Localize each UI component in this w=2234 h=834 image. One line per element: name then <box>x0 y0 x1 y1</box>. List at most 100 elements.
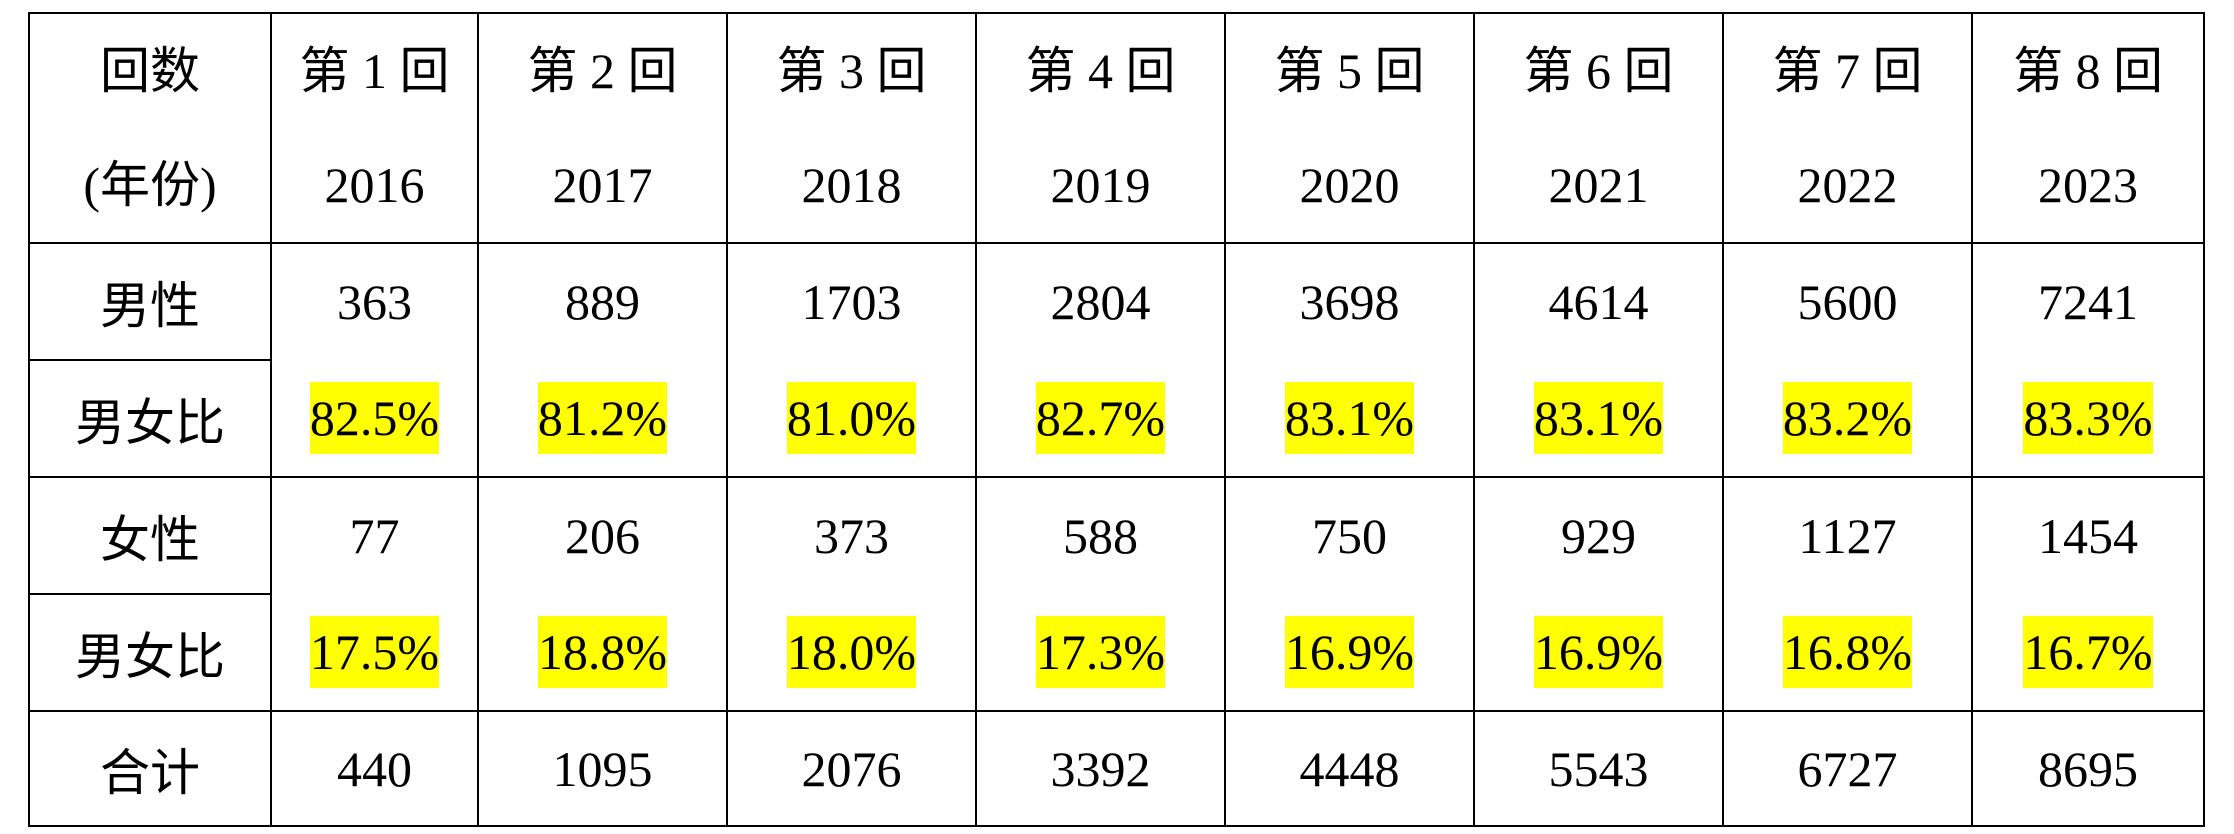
data-cell: 588 17.3% <box>975 476 1226 712</box>
year-label: 2021 <box>1548 157 1649 213</box>
round-label: 第 8 回 <box>2013 43 2163 99</box>
ratio-wrap: 82.5% <box>272 360 477 476</box>
round-label: 第 6 回 <box>1523 43 1674 99</box>
ratio-wrap: 16.8% <box>1724 594 1971 710</box>
total-value: 3392 <box>1050 740 1151 797</box>
data-cell: 3698 83.1% <box>1224 242 1475 478</box>
ratio: 18.8% <box>537 616 668 688</box>
row-label: 男性 <box>28 242 272 361</box>
count: 206 <box>565 508 640 564</box>
data-cell: 2076 <box>726 710 977 827</box>
round-label: 第 3 回 <box>776 43 927 99</box>
data-cell: 440 <box>270 710 479 827</box>
ratio-wrap: 17.3% <box>977 594 1224 710</box>
ratio: 17.3% <box>1035 616 1166 688</box>
ratio-wrap: 18.0% <box>728 594 975 710</box>
row-label: 合计 <box>28 710 272 827</box>
ratio: 16.7% <box>2023 616 2153 688</box>
ratio-wrap: 83.2% <box>1724 360 1971 476</box>
ratio: 18.0% <box>786 616 917 688</box>
total-value: 8695 <box>2038 740 2138 797</box>
data-cell: 929 16.9% <box>1473 476 1724 712</box>
header-cell: 第 3 回 2018 <box>726 12 977 244</box>
row-label: 女性 <box>28 476 272 595</box>
ratio-wrap: 16.7% <box>1973 594 2203 710</box>
total-value: 5543 <box>1548 740 1649 797</box>
header-cell: 第 2 回 2017 <box>477 12 728 244</box>
ratio: 83.1% <box>1284 382 1415 454</box>
row-label-text: 男女比 <box>75 628 225 685</box>
data-cell: 6727 <box>1722 710 1973 827</box>
data-cell: 2804 82.7% <box>975 242 1226 478</box>
data-cell: 206 18.8% <box>477 476 728 712</box>
data-cell: 1127 16.8% <box>1722 476 1973 712</box>
ratio-wrap: 83.1% <box>1226 360 1473 476</box>
header-cell: 第 7 回 2022 <box>1722 12 1973 244</box>
count: 363 <box>337 274 412 330</box>
year-label: 2022 <box>1797 157 1898 213</box>
ratio-wrap: 18.8% <box>479 594 726 710</box>
count: 929 <box>1561 508 1636 564</box>
header-cell: 第 1 回 2016 <box>270 12 479 244</box>
ratio: 81.2% <box>537 382 668 454</box>
table-row: 男女比 <box>28 593 2204 712</box>
row-label-text: 女性 <box>100 511 200 568</box>
table-row: 男性 363 82.5% 889 81.2% 1703 81.0% 2804 82.7% 3698… <box>28 242 2205 478</box>
round-label: 第 4 回 <box>1025 43 1176 99</box>
data-cell: 1454 16.7% <box>1971 476 2205 712</box>
header-cell: 第 4 回 2019 <box>975 12 1226 244</box>
row-label-text: 男性 <box>100 277 200 334</box>
data-cell: 363 82.5% <box>270 242 479 478</box>
data-cell: 4614 83.1% <box>1473 242 1724 478</box>
ratio: 16.8% <box>1782 616 1913 688</box>
round-label: 第 1 回 <box>299 43 450 99</box>
ratio: 81.0% <box>786 382 917 454</box>
table-row: 女性 77 17.5% 206 18.8% 373 18.0% 588 17.3% 750 16.9… <box>28 476 2205 712</box>
count: 7241 <box>2038 274 2138 330</box>
ratio-wrap: 16.9% <box>1226 594 1473 710</box>
ratio: 16.9% <box>1284 616 1415 688</box>
table-row: 回数 (年份) 第 1 回 2016 第 2 回 2017 第 3 回 2018 第 4 回 20… <box>28 12 2205 244</box>
ratio-wrap: 16.9% <box>1475 594 1722 710</box>
total-value: 1095 <box>552 740 653 797</box>
ratio-wrap: 83.3% <box>1973 360 2203 476</box>
header-cell: 第 6 回 2021 <box>1473 12 1724 244</box>
count: 889 <box>565 274 640 330</box>
table-row: 合计 440 1095 2076 3392 4448 5543 6727 8695 <box>28 710 2205 827</box>
year-label: 2019 <box>1050 157 1151 213</box>
ratio: 82.5% <box>309 382 440 454</box>
header-label: 回数 <box>100 43 200 99</box>
data-cell: 5543 <box>1473 710 1724 827</box>
ratio: 16.9% <box>1533 616 1664 688</box>
total-value: 440 <box>337 740 412 797</box>
count: 750 <box>1312 508 1387 564</box>
data-cell: 373 18.0% <box>726 476 977 712</box>
count: 77 <box>349 508 400 564</box>
year-label: 2023 <box>2038 157 2138 213</box>
data-cell: 3392 <box>975 710 1226 827</box>
ratio: 17.5% <box>309 616 440 688</box>
data-cell: 5600 83.2% <box>1722 242 1973 478</box>
statistics-table: 回数 (年份) 第 1 回 2016 第 2 回 2017 第 3 回 2018 第 4 回 20… <box>28 12 2205 827</box>
count: 373 <box>814 508 889 564</box>
ratio: 83.2% <box>1782 382 1913 454</box>
row-label: 男女比 <box>28 359 272 478</box>
ratio-wrap: 81.0% <box>728 360 975 476</box>
data-cell: 889 81.2% <box>477 242 728 478</box>
data-cell: 4448 <box>1224 710 1475 827</box>
ratio-wrap: 17.5% <box>272 594 477 710</box>
count: 3698 <box>1299 274 1400 330</box>
year-label: 2018 <box>801 157 902 213</box>
total-value: 6727 <box>1797 740 1898 797</box>
year-label: 2017 <box>552 157 653 213</box>
count: 5600 <box>1797 274 1898 330</box>
count: 1127 <box>1798 508 1897 564</box>
data-cell: 7241 83.3% <box>1971 242 2205 478</box>
row-label-text: 合计 <box>100 744 200 801</box>
ratio-wrap: 81.2% <box>479 360 726 476</box>
data-cell: 750 16.9% <box>1224 476 1475 712</box>
count: 1454 <box>2038 508 2138 564</box>
year-label: 2020 <box>1299 157 1400 213</box>
header-label: (年份) <box>83 157 217 213</box>
count: 1703 <box>801 274 902 330</box>
